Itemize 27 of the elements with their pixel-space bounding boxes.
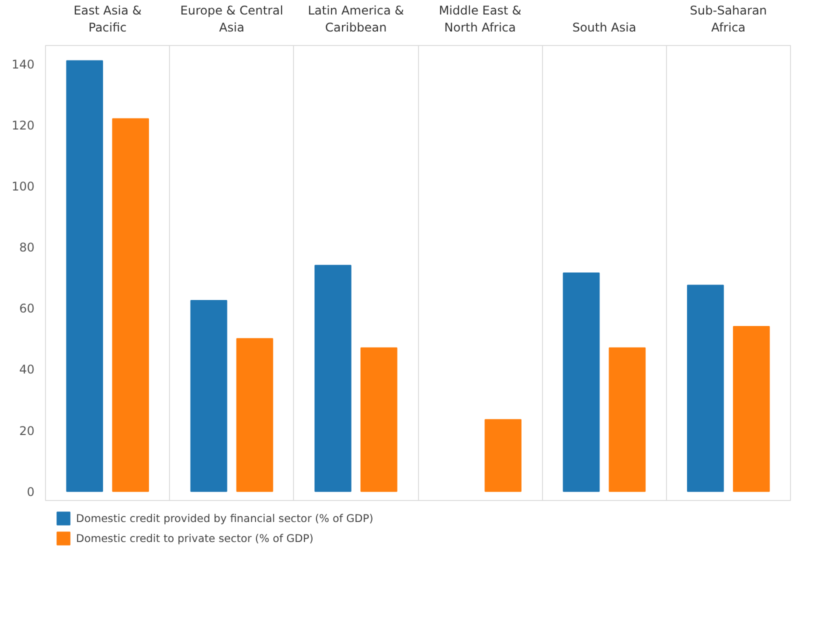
y-tick-label: 60: [19, 302, 35, 316]
bar: [484, 419, 522, 492]
y-tick-label: 100: [12, 179, 34, 194]
legend-label: Domestic credit to private sector (% of GDP): [76, 532, 314, 544]
y-tick-label: 140: [12, 57, 34, 72]
y-tick-label: 120: [12, 118, 34, 132]
y-tick-label: 40: [19, 362, 35, 377]
x-tick-label: Middle East & North Africa: [438, 4, 522, 34]
x-tick-label: Europe & Central Asia: [180, 4, 284, 34]
y-tick-label: 0: [26, 484, 35, 499]
bar: [236, 338, 274, 492]
bar: [190, 300, 228, 492]
legend-label: Domestic credit provided by financial sector (% of GDP): [76, 512, 374, 524]
y-tick-label: 20: [19, 424, 35, 438]
x-tick-label: Latin America & Caribbean: [308, 4, 404, 34]
y-tick-label: 80: [19, 240, 35, 255]
bar: [608, 347, 646, 492]
bar: [360, 347, 398, 492]
x-tick-label: South Asia: [572, 20, 636, 34]
bar: [66, 60, 104, 492]
bar: [562, 272, 600, 492]
bar: [314, 264, 352, 492]
x-tick-label: Sub-Saharan Africa: [690, 4, 767, 34]
x-tick-label: East Asia & Pacific: [74, 4, 142, 34]
bar: [732, 326, 770, 492]
bar: [112, 118, 149, 492]
bar: [687, 284, 724, 492]
